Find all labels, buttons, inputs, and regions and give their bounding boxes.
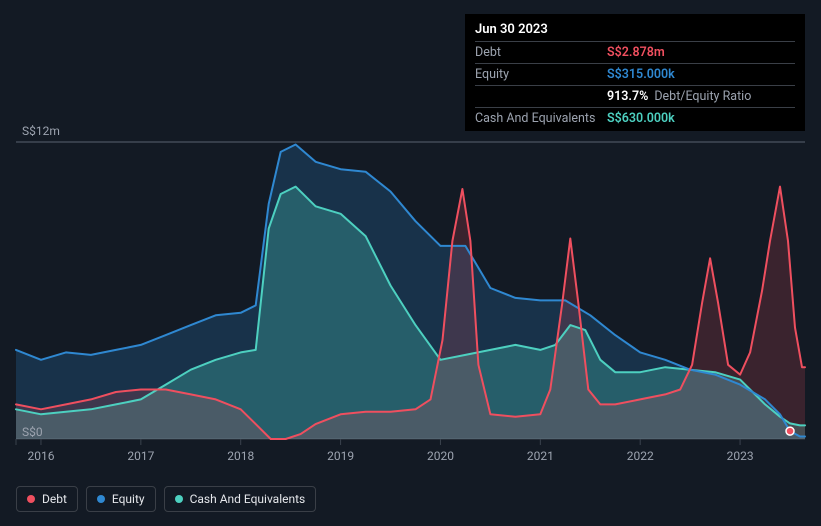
chart-legend: Debt Equity Cash And Equivalents xyxy=(16,486,316,512)
tooltip-row-extra: Debt/Equity Ratio xyxy=(654,89,751,104)
x-axis-label: 2023 xyxy=(727,449,754,463)
tooltip-row-value: 913.7% xyxy=(607,89,648,104)
legend-label: Cash And Equivalents xyxy=(190,492,306,506)
y-axis-label: S$0 xyxy=(22,425,43,439)
tooltip-row-value: S$315.000k xyxy=(607,67,675,82)
x-axis-label: 2022 xyxy=(627,449,654,463)
x-axis-label: 2016 xyxy=(27,449,54,463)
legend-swatch xyxy=(97,495,105,503)
legend-item[interactable]: Cash And Equivalents xyxy=(164,486,317,512)
tooltip-row-label: Equity xyxy=(475,67,607,82)
tooltip-row: Cash And EquivalentsS$630.000k xyxy=(475,107,795,129)
x-axis-label: 2020 xyxy=(427,449,454,463)
legend-label: Debt xyxy=(42,492,67,506)
y-axis-label: S$12m xyxy=(22,124,60,138)
tooltip-row-label: Cash And Equivalents xyxy=(475,111,607,126)
tooltip-row: 913.7% Debt/Equity Ratio xyxy=(475,85,795,107)
x-axis-label: 2019 xyxy=(327,449,354,463)
tooltip-row: DebtS$2.878m xyxy=(475,41,795,63)
chart-tooltip: Jun 30 2023 DebtS$2.878mEquityS$315.000k… xyxy=(465,14,805,131)
x-axis-label: 2018 xyxy=(227,449,254,463)
legend-item[interactable]: Debt xyxy=(16,486,78,512)
legend-label: Equity xyxy=(112,492,145,506)
legend-item[interactable]: Equity xyxy=(86,486,156,512)
tooltip-row-value: S$630.000k xyxy=(607,111,675,126)
tooltip-title: Jun 30 2023 xyxy=(475,20,795,41)
x-axis-label: 2017 xyxy=(127,449,154,463)
tooltip-row-value: S$2.878m xyxy=(607,45,665,60)
legend-swatch xyxy=(27,495,35,503)
x-axis-label: 2021 xyxy=(527,449,554,463)
tooltip-row-label: Debt xyxy=(475,45,607,60)
tooltip-row: EquityS$315.000k xyxy=(475,63,795,85)
legend-swatch xyxy=(175,495,183,503)
